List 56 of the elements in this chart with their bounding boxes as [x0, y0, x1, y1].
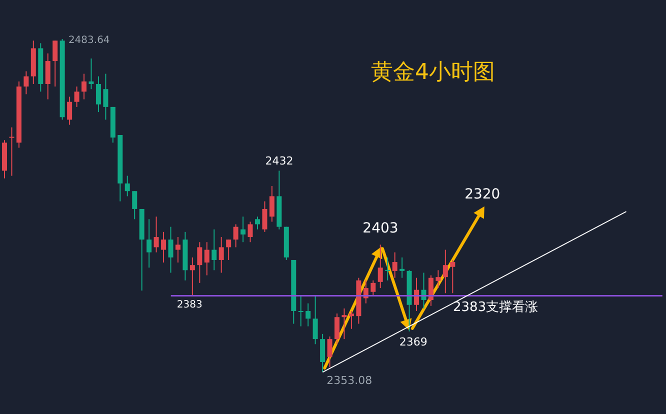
candlestick [103, 73, 108, 120]
candlestick [414, 277, 420, 312]
candlestick [175, 236, 180, 264]
candlestick [82, 73, 87, 100]
candlestick [248, 221, 253, 243]
candlestick [298, 295, 304, 327]
candlestick [378, 244, 383, 289]
text: 黄金4小时图 [371, 60, 495, 85]
candlestick [9, 126, 14, 176]
candlestick [154, 216, 159, 253]
candlestick [190, 256, 195, 296]
candlestick [392, 252, 398, 278]
annotation: 2383支撑看涨 [453, 300, 538, 315]
candlestick [124, 175, 130, 197]
candlestick [342, 308, 347, 340]
annotation: 2403 [362, 220, 398, 237]
candlestick [269, 186, 274, 222]
candlestick [348, 310, 354, 330]
candlestick [146, 218, 152, 268]
text: 2353.08 [326, 374, 372, 388]
candlestick [161, 231, 166, 264]
candlestick [436, 270, 441, 289]
candlestick [24, 70, 29, 95]
candlestick [240, 216, 246, 243]
candlestick [306, 302, 311, 327]
candlestick [74, 86, 80, 108]
candlestick [218, 236, 224, 274]
annotation: 2369 [399, 335, 428, 348]
candlestick [262, 200, 268, 232]
candlestick [197, 242, 202, 284]
candlestick [320, 333, 326, 373]
candlestick [334, 313, 340, 345]
candlestick [168, 226, 174, 274]
candlestick [400, 256, 405, 278]
candlestick [45, 52, 50, 100]
candlestick [442, 249, 448, 294]
annotation: 2320 [464, 186, 500, 202]
candlestick [312, 295, 318, 345]
candlestick [204, 242, 210, 276]
candlestick [428, 274, 434, 306]
annotation: 2483.64 [68, 34, 110, 46]
candlestick [233, 224, 238, 248]
candlestick [67, 96, 72, 126]
annotation: 2432 [265, 154, 294, 168]
candlestick [385, 256, 390, 281]
candlestick [450, 259, 456, 294]
candlestick [327, 336, 332, 368]
candlestick [96, 76, 101, 113]
candlestick [212, 228, 217, 271]
candlestick [52, 40, 58, 88]
candlestick [254, 216, 260, 230]
candlestick [132, 190, 138, 220]
ref-line-label: 2383 [176, 300, 202, 311]
candlestick [226, 239, 232, 260]
candlestick [370, 280, 376, 296]
candlestick [88, 58, 94, 90]
